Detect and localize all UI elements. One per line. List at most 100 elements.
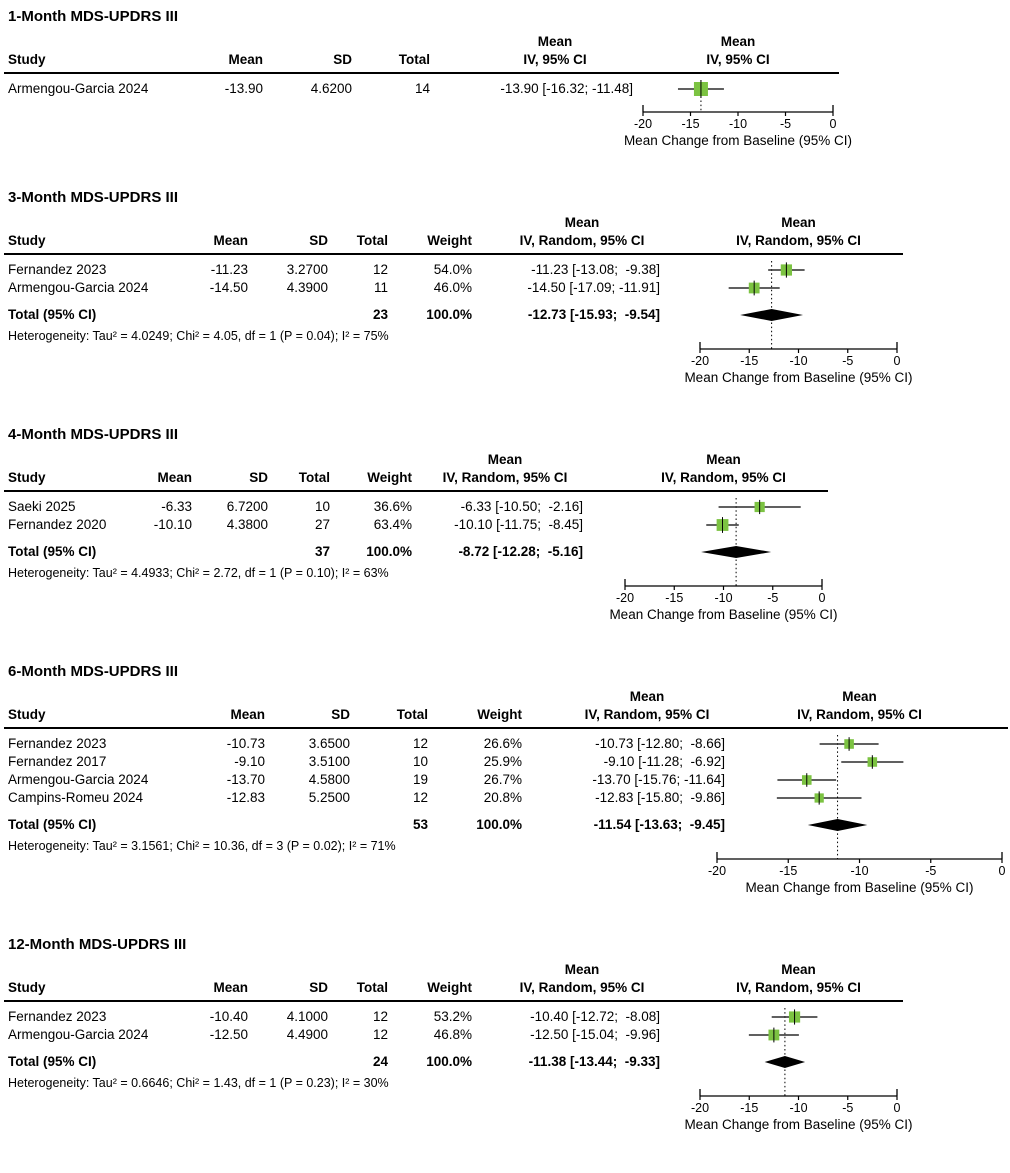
col-header-effect-mean-plot: Mean: [781, 215, 816, 230]
study-sd: 3.2700: [286, 262, 328, 277]
col-header-total: Total: [356, 233, 388, 248]
panel-title: 1-Month MDS-UPDRS III: [8, 8, 178, 25]
effect-square: [754, 501, 765, 513]
effect-square: [814, 793, 824, 803]
x-axis-tick-label: 0: [999, 864, 1006, 878]
col-header-mean: Mean: [213, 233, 248, 248]
col-header-effect-mean-plot: Mean: [842, 689, 877, 704]
study-weight: 36.6%: [373, 499, 412, 514]
x-axis-tick-label: -20: [634, 117, 652, 131]
total-weight: 100.0%: [426, 1054, 472, 1069]
study-sd: 4.1000: [286, 1009, 328, 1024]
col-header-effect-model-plot: IV, Random, 95% CI: [736, 233, 861, 248]
x-axis-tick-label: -20: [616, 591, 634, 605]
col-header-study: Study: [8, 470, 46, 485]
study-name: Armengou-Garcia 2024: [8, 81, 149, 96]
study-sd: 4.3800: [226, 517, 268, 532]
study-total: 12: [372, 262, 388, 277]
total-weight: 100.0%: [366, 544, 412, 559]
study-ci-text: -9.10 [-11.28; -6.92]: [603, 754, 725, 769]
forest-panel-4: 12-Month MDS-UPDRS III Study Mean SD Total We…: [0, 936, 1010, 1149]
col-header-effect-model-text: IV, 95% CI: [523, 52, 587, 67]
study-mean: -9.10: [234, 754, 265, 769]
study-ci-text: -13.70 [-15.76; -11.64]: [592, 772, 725, 787]
effect-square: [716, 519, 729, 531]
col-header-effect-model-plot: IV, Random, 95% CI: [736, 980, 861, 995]
forest-panel-1: 3-Month MDS-UPDRS III Study Mean SD Total Wei…: [0, 189, 1010, 402]
col-header-weight: Weight: [477, 707, 522, 722]
forest-plot-canvas: -20 -15 -10 -5 0 Mean Change from Baseline (9…: [684, 261, 913, 385]
col-header-mean: Mean: [228, 52, 263, 67]
heterogeneity-note: Heterogeneity: Tau² = 4.0249; Chi² = 4.0…: [8, 329, 389, 343]
total-ci-text: -8.72 [-12.28; -5.16]: [458, 544, 583, 559]
study-mean: -10.73: [226, 736, 265, 751]
col-header-study: Study: [8, 52, 46, 67]
total-weight: 100.0%: [476, 817, 522, 832]
x-axis-tick-label: 0: [830, 117, 837, 131]
header-divider: [4, 1000, 903, 1002]
x-axis-tick-label: -5: [842, 354, 853, 368]
total-ci-text: -12.73 [-15.93; -9.54]: [527, 307, 660, 322]
x-axis-tick-label: -5: [767, 591, 778, 605]
study-mean: -6.33: [161, 499, 192, 514]
col-header-effect-model-text: IV, Random, 95% CI: [519, 233, 645, 248]
header-divider: [4, 727, 1008, 729]
x-axis-tick-label: -20: [691, 1101, 709, 1115]
study-weight: 46.8%: [433, 1027, 472, 1042]
col-header-sd: SD: [333, 52, 352, 67]
col-header-mean: Mean: [157, 470, 192, 485]
pooled-diamond: [807, 819, 868, 831]
header-divider: [4, 490, 828, 492]
col-header-total: Total: [396, 707, 428, 722]
study-weight: 46.0%: [433, 280, 472, 295]
study-total: 10: [412, 754, 428, 769]
study-weight: 26.7%: [483, 772, 522, 787]
x-axis-tick-label: -5: [842, 1101, 853, 1115]
forest-figure: 1-Month MDS-UPDRS III Study Mean SD Total Mea…: [0, 8, 1010, 1149]
study-ci-text: -13.90 [-16.32; -11.48]: [500, 81, 633, 96]
col-header-sd: SD: [249, 470, 268, 485]
study-total: 10: [314, 499, 330, 514]
study-total: 12: [412, 790, 428, 805]
study-total: 11: [373, 280, 388, 295]
study-sd: 3.6500: [308, 736, 350, 751]
pooled-diamond: [701, 546, 772, 558]
x-axis-tick-label: 0: [894, 1101, 901, 1115]
x-axis-tick-label: -15: [779, 864, 797, 878]
forest-panel-0: 1-Month MDS-UPDRS III Study Mean SD Total Mea…: [0, 8, 1010, 165]
x-axis-tick-label: -10: [714, 591, 732, 605]
x-axis-tick-label: -10: [850, 864, 868, 878]
study-weight: 25.9%: [483, 754, 522, 769]
heterogeneity-note: Heterogeneity: Tau² = 3.1561; Chi² = 10.…: [8, 839, 396, 853]
x-axis-tick-label: -5: [925, 864, 936, 878]
col-header-weight: Weight: [427, 233, 472, 248]
total-n: 53: [412, 817, 428, 832]
study-sd: 4.6200: [310, 81, 352, 96]
col-header-effect-mean-text: Mean: [564, 215, 600, 230]
effect-square: [768, 1029, 780, 1041]
study-ci-text: -14.50 [-17.09; -11.91]: [527, 280, 660, 295]
study-name: Armengou-Garcia 2024: [8, 280, 149, 295]
study-name: Campins-Romeu 2024: [8, 790, 144, 805]
col-header-effect-model-text: IV, Random, 95% CI: [442, 470, 568, 485]
study-name: Fernandez 2023: [8, 1009, 107, 1024]
total-ci-text: -11.38 [-13.44; -9.33]: [528, 1054, 660, 1069]
study-sd: 4.3900: [286, 280, 328, 295]
study-name: Fernandez 2020: [8, 517, 107, 532]
study-weight: 53.2%: [433, 1009, 472, 1024]
effect-square: [867, 757, 878, 767]
study-weight: 63.4%: [373, 517, 412, 532]
study-total: 19: [412, 772, 428, 787]
col-header-mean: Mean: [213, 980, 248, 995]
total-n: 24: [372, 1054, 388, 1069]
panel-title: 3-Month MDS-UPDRS III: [8, 189, 178, 206]
total-n: 37: [314, 544, 330, 559]
study-sd: 4.4900: [286, 1027, 328, 1042]
effect-square: [780, 264, 793, 276]
total-ci-text: -11.54 [-13.63; -9.45]: [593, 817, 725, 832]
col-header-sd: SD: [309, 980, 328, 995]
col-header-study: Study: [8, 707, 46, 722]
panel-title: 12-Month MDS-UPDRS III: [8, 936, 187, 953]
study-ci-text: -10.10 [-11.75; -8.45]: [454, 517, 583, 532]
x-axis-tick-label: -15: [740, 354, 758, 368]
